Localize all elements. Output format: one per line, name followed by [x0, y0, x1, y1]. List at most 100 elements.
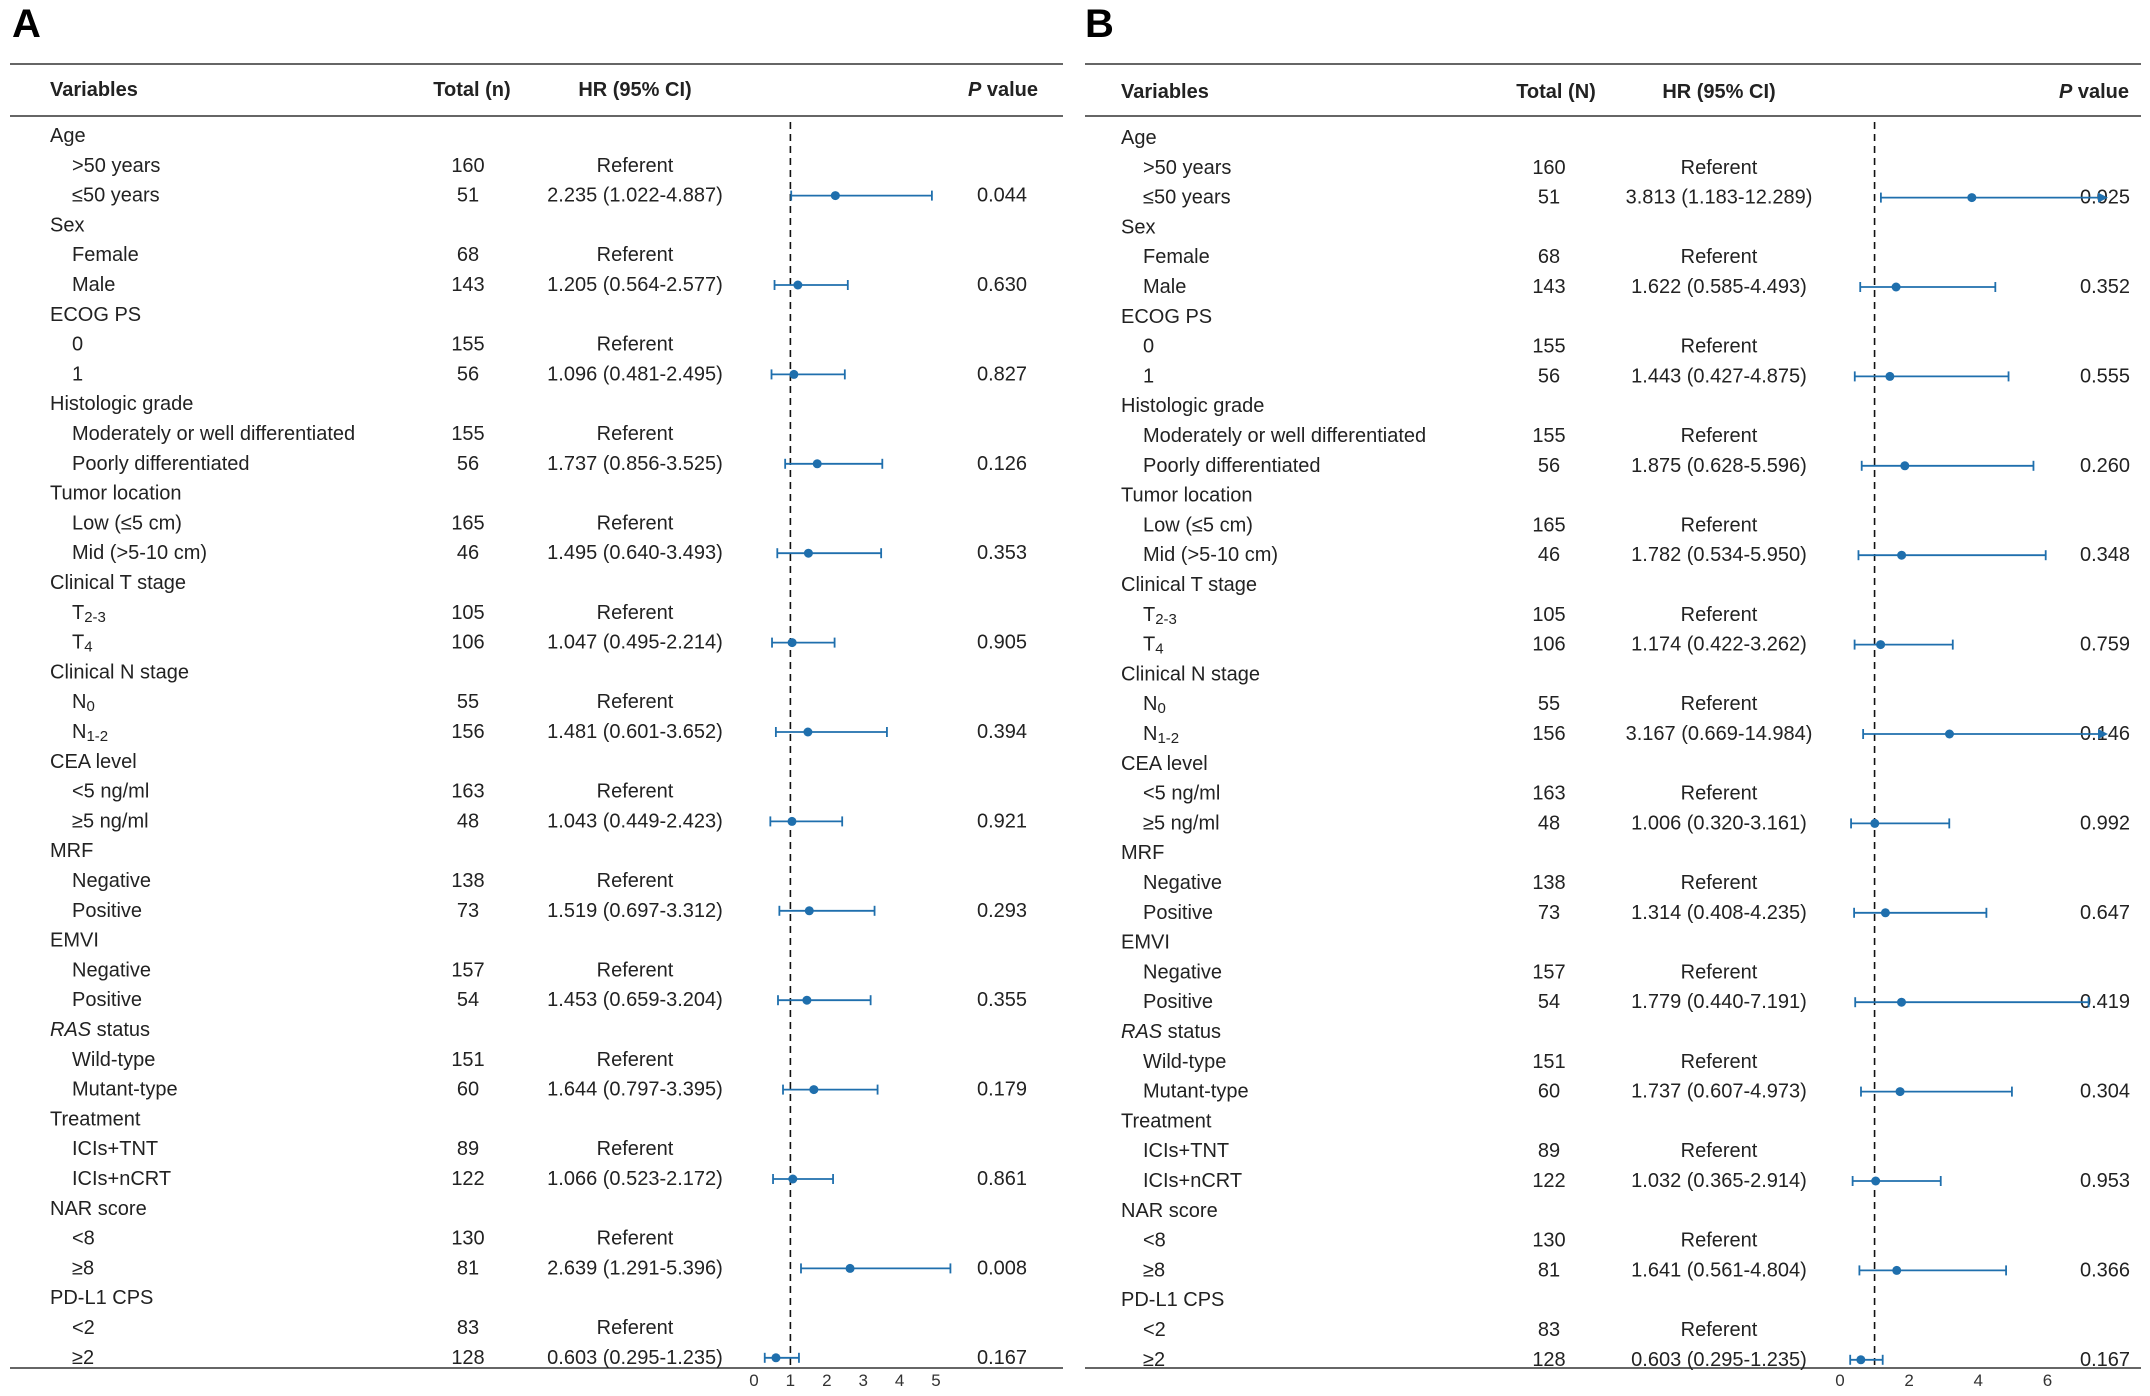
group-label: Tumor location — [50, 483, 182, 505]
row-hr-text: Referent — [597, 334, 674, 356]
row-total: 56 — [457, 363, 479, 385]
group-label: Age — [50, 125, 86, 147]
row-label: 1 — [1143, 365, 1154, 387]
row-p-value: 0.921 — [977, 810, 1027, 832]
row-label: Positive — [1143, 991, 1213, 1013]
row-hr-text: Referent — [597, 602, 674, 624]
row-label: Wild-type — [1143, 1051, 1226, 1073]
hr-point — [1944, 729, 1954, 739]
table-row: 0 155 Referent — [72, 334, 674, 356]
row-total: 151 — [1532, 1051, 1565, 1073]
group-row: Treatment — [1121, 1110, 1212, 1132]
row-hr-text: 1.737 (0.607-4.973) — [1631, 1081, 1807, 1103]
hr-point — [1885, 371, 1895, 381]
table-row: ICIs+TNT 89 Referent — [72, 1138, 674, 1160]
row-total: 68 — [457, 244, 479, 266]
row-label: Mutant-type — [1143, 1081, 1249, 1103]
row-total: 122 — [451, 1168, 484, 1190]
row-total: 143 — [451, 274, 484, 296]
group-label: Clinical N stage — [50, 661, 189, 683]
group-row: Sex — [1121, 216, 1155, 238]
row-hr-text: 1.047 (0.495-2.214) — [547, 632, 723, 654]
table-row: <8 130 Referent — [72, 1228, 674, 1250]
group-row: NAR score — [1121, 1200, 1218, 1222]
hr-point — [802, 995, 812, 1005]
x-tick-label: 1 — [786, 1371, 795, 1390]
group-row: ECOG PS — [1121, 306, 1212, 328]
row-total: 156 — [451, 721, 484, 743]
row-hr-text: Referent — [1681, 1051, 1758, 1073]
table-row: Negative 157 Referent — [72, 959, 674, 981]
x-tick-label: 6 — [2043, 1371, 2052, 1390]
hr-point — [809, 1085, 819, 1095]
row-label: Mid (>5-10 cm) — [72, 542, 207, 564]
row-hr-text: Referent — [597, 244, 674, 266]
table-row: ≥8 81 1.641 (0.561-4.804) 0.366 — [1143, 1259, 2130, 1281]
row-label: <2 — [1143, 1319, 1166, 1341]
row-hr-text: Referent — [1681, 783, 1758, 805]
row-total: 54 — [1538, 991, 1560, 1013]
row-label: Positive — [1143, 902, 1213, 924]
hr-point — [1856, 1355, 1866, 1365]
row-p-value: 0.179 — [977, 1079, 1027, 1101]
ci-arrow — [2098, 192, 2108, 203]
ci-arrow — [2098, 729, 2108, 739]
group-row: Age — [1121, 127, 1157, 149]
row-total: 73 — [457, 900, 479, 922]
row-hr-text: 1.622 (0.585-4.493) — [1631, 276, 1807, 298]
group-label: Clinical N stage — [1121, 663, 1260, 685]
hr-point — [830, 191, 840, 201]
row-label: ≤50 years — [72, 185, 160, 207]
row-p-value: 0.394 — [977, 721, 1027, 743]
table-row: ≥2 128 0.603 (0.295-1.235) 0.167 — [72, 1347, 1027, 1369]
row-hr-text: Referent — [597, 155, 674, 177]
x-tick-label: 2 — [822, 1371, 831, 1390]
row-total: 130 — [1532, 1230, 1565, 1252]
row-hr-text: 1.096 (0.481-2.495) — [547, 363, 723, 385]
row-label: Negative — [72, 870, 151, 892]
table-row: Female 68 Referent — [72, 244, 674, 266]
row-label: Female — [1143, 246, 1210, 268]
row-label: Male — [72, 274, 115, 296]
hr-point — [845, 1263, 855, 1273]
row-p-value: 0.905 — [977, 632, 1027, 654]
row-label: ICIs+nCRT — [72, 1168, 171, 1190]
row-total: 143 — [1532, 276, 1565, 298]
header-p-value: P value — [968, 79, 1038, 101]
group-row: Clinical T stage — [50, 572, 186, 594]
row-label: <8 — [72, 1228, 95, 1250]
panel-label-b: B — [1085, 2, 1114, 46]
hr-point — [1876, 640, 1886, 650]
row-hr-text: Referent — [1681, 1319, 1758, 1341]
row-label: ICIs+TNT — [72, 1138, 158, 1160]
row-total: 138 — [451, 870, 484, 892]
row-label: Moderately or well differentiated — [72, 423, 355, 445]
x-tick-label: 3 — [858, 1371, 867, 1390]
row-label: Low (≤5 cm) — [72, 512, 182, 534]
table-row: Mid (>5-10 cm) 46 1.782 (0.534-5.950) 0.348 — [1143, 544, 2130, 566]
group-row: Tumor location — [1121, 485, 1253, 507]
group-row: PD-L1 CPS — [50, 1287, 153, 1309]
table-row: ICIs+nCRT 122 1.032 (0.365-2.914) 0.953 — [1143, 1170, 2130, 1192]
table-row: 0 155 Referent — [1143, 336, 1758, 358]
row-p-value: 0.353 — [977, 542, 1027, 564]
row-total: 48 — [457, 810, 479, 832]
row-label: <2 — [72, 1317, 95, 1339]
row-hr-text: 1.453 (0.659-3.204) — [547, 989, 723, 1011]
row-total: 157 — [1532, 961, 1565, 983]
table-row: T4 106 1.047 (0.495-2.214) 0.905 — [72, 632, 1027, 656]
row-hr-text: Referent — [1681, 693, 1758, 715]
row-total: 122 — [1532, 1170, 1565, 1192]
group-label: CEA level — [1121, 753, 1208, 775]
hr-point — [788, 1174, 798, 1184]
table-row: Negative 157 Referent — [1143, 961, 1758, 983]
row-p-value: 0.647 — [2080, 902, 2130, 924]
row-p-value: 0.630 — [977, 274, 1027, 296]
table-row: Positive 54 1.779 (0.440-7.191) 0.419 — [1143, 991, 2130, 1013]
row-label: ≤50 years — [1143, 187, 1231, 209]
hr-point — [1897, 550, 1907, 560]
row-hr-text: 1.641 (0.561-4.804) — [1631, 1259, 1807, 1281]
table-row: Mid (>5-10 cm) 46 1.495 (0.640-3.493) 0.353 — [72, 542, 1027, 564]
row-p-value: 0.861 — [977, 1168, 1027, 1190]
group-label: Sex — [1121, 216, 1155, 238]
